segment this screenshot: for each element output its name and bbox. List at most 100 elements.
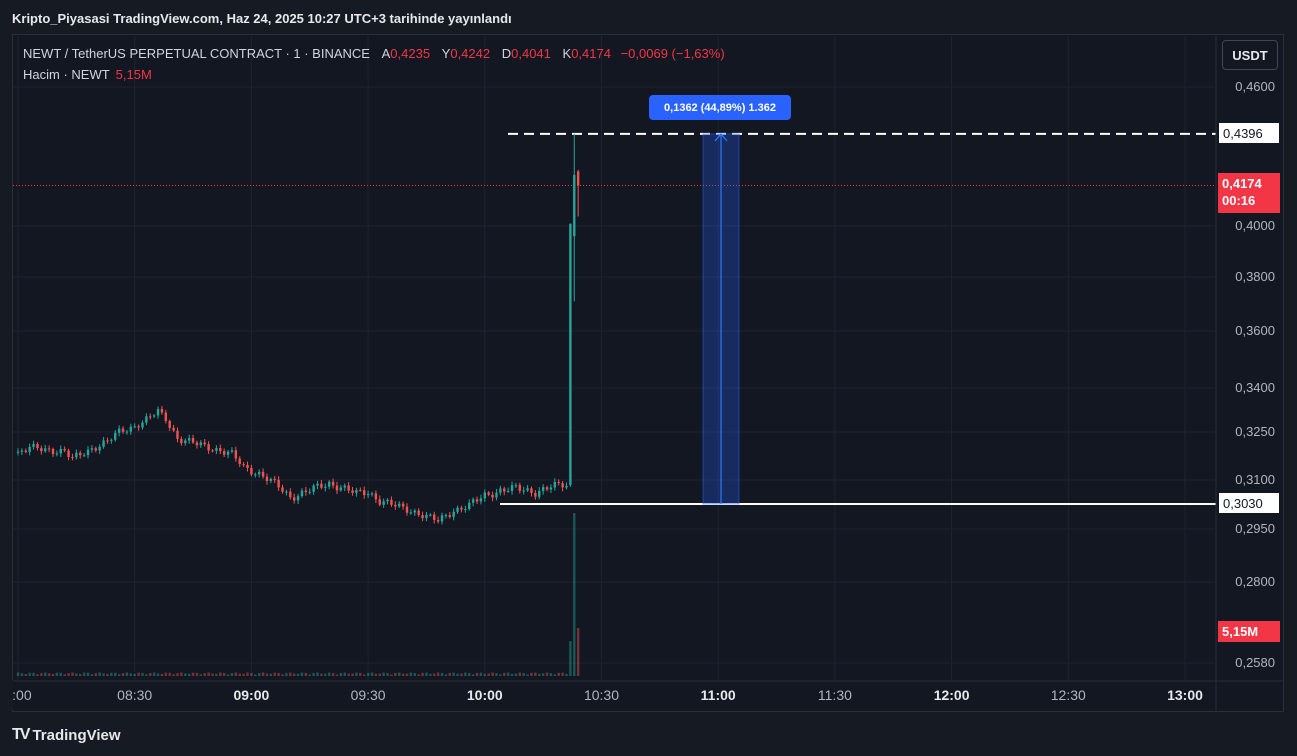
brand-name: TradingView xyxy=(32,726,121,744)
candle-body xyxy=(530,488,533,493)
volume-bar xyxy=(394,672,397,676)
volume-bar xyxy=(28,672,31,676)
x-tick-label: 11:00 xyxy=(701,687,736,703)
candle-body xyxy=(149,416,152,418)
level-bottom-tag: 0,3030 xyxy=(1218,492,1280,514)
candle-body xyxy=(510,485,514,492)
volume-bar xyxy=(491,672,494,676)
axes: 0,4600 0,4000 0,3800 0,3600 0,3400 0,3250 0,31… xyxy=(0,36,1283,711)
volume-bar xyxy=(207,672,210,676)
last-price-value: 0,4174 xyxy=(1222,176,1262,191)
candle-body xyxy=(518,485,522,491)
volume-bar xyxy=(398,672,401,676)
candle-body xyxy=(184,440,187,444)
symbol-legend[interactable]: NEWT / TetherUS PERPETUAL CONTRACT · 1 ·… xyxy=(23,46,725,61)
volume-bar xyxy=(506,672,510,676)
volume-bar xyxy=(277,672,280,676)
candle-body xyxy=(526,488,529,491)
tradingview-brand[interactable]: TV TradingView xyxy=(12,726,121,744)
candle-body xyxy=(16,451,20,453)
candle-body xyxy=(187,438,191,441)
candle-body xyxy=(152,415,156,417)
volume-bar xyxy=(436,672,440,676)
candle-body xyxy=(145,416,148,423)
volume-bar xyxy=(273,672,276,676)
volume-bar xyxy=(549,673,553,676)
volume-bar xyxy=(102,673,105,676)
candle-body xyxy=(117,428,121,433)
candle-body xyxy=(71,457,74,459)
volume-bar xyxy=(475,672,479,676)
candle-body xyxy=(261,471,265,477)
volume-bar xyxy=(230,673,234,676)
horizontal-levels xyxy=(13,132,1216,505)
candle-body xyxy=(289,491,292,498)
candle-body xyxy=(545,487,549,490)
high-label: Y xyxy=(441,46,451,61)
volume-bar xyxy=(285,672,288,676)
chart-panel[interactable] xyxy=(12,34,1284,712)
volume-bar xyxy=(86,672,90,676)
candle-body xyxy=(514,485,518,487)
candle-body xyxy=(417,510,420,516)
candle-body xyxy=(230,450,234,452)
currency-button[interactable]: USDT xyxy=(1222,40,1278,70)
candle-body xyxy=(125,431,129,433)
volume-bar xyxy=(452,672,455,676)
candle-body xyxy=(331,481,335,486)
candle-body xyxy=(44,448,47,452)
candle-body xyxy=(51,448,55,455)
volume-bar xyxy=(409,672,413,676)
volume-bar xyxy=(176,673,179,676)
volume-bar xyxy=(471,674,475,676)
publication-caption: Kripto_Piyasasi TradingView.com, Haz 24,… xyxy=(12,11,512,26)
candle-body xyxy=(176,430,179,439)
candle-body xyxy=(569,223,572,486)
volume-bar xyxy=(335,674,339,676)
candle-body xyxy=(359,490,362,492)
candle-body xyxy=(549,487,553,490)
volume-legend[interactable]: Hacim · NEWT 5,15M xyxy=(23,67,152,82)
volume-bar xyxy=(343,672,346,676)
candle-body xyxy=(257,471,261,475)
candle-body xyxy=(300,490,304,497)
volume-bar xyxy=(468,673,471,676)
volume-bar xyxy=(67,673,70,676)
candle-body xyxy=(468,502,471,510)
volume-bar xyxy=(483,673,486,676)
candle-body xyxy=(409,512,413,514)
candle-body xyxy=(281,487,284,492)
candle-body xyxy=(347,485,350,491)
candle-body xyxy=(129,426,133,432)
candle-body xyxy=(20,450,24,452)
volume-bar xyxy=(242,673,245,676)
volume-bar xyxy=(370,672,374,676)
volume-bar xyxy=(82,672,86,676)
x-tick-label: 13:00 xyxy=(1167,687,1203,703)
candle-body xyxy=(382,501,385,505)
volume-bar xyxy=(448,672,451,676)
candle-body xyxy=(172,427,175,431)
y-tick-label: 0,3100 xyxy=(1235,472,1275,487)
volume-bar xyxy=(250,672,253,676)
candle-body xyxy=(557,481,560,484)
volume-bar xyxy=(339,672,343,676)
volume-bar xyxy=(246,672,249,676)
candle-body xyxy=(436,520,440,522)
measure-arrow-head xyxy=(714,133,728,142)
symbol-name[interactable]: NEWT / TetherUS PERPETUAL CONTRACT · 1 ·… xyxy=(23,46,370,61)
candle-body xyxy=(94,448,97,451)
x-tick-label: 10:30 xyxy=(584,687,619,703)
volume-bar xyxy=(359,672,362,676)
candle-body xyxy=(444,515,448,517)
candle-body xyxy=(82,455,86,457)
volume-bar xyxy=(534,672,537,676)
volume-bar xyxy=(141,672,144,676)
volume-bar xyxy=(63,674,66,676)
candle-body xyxy=(425,514,428,519)
volume-bar xyxy=(405,673,409,676)
candle-body xyxy=(456,507,459,512)
volume-bar xyxy=(172,674,175,676)
candle-body xyxy=(440,515,444,522)
